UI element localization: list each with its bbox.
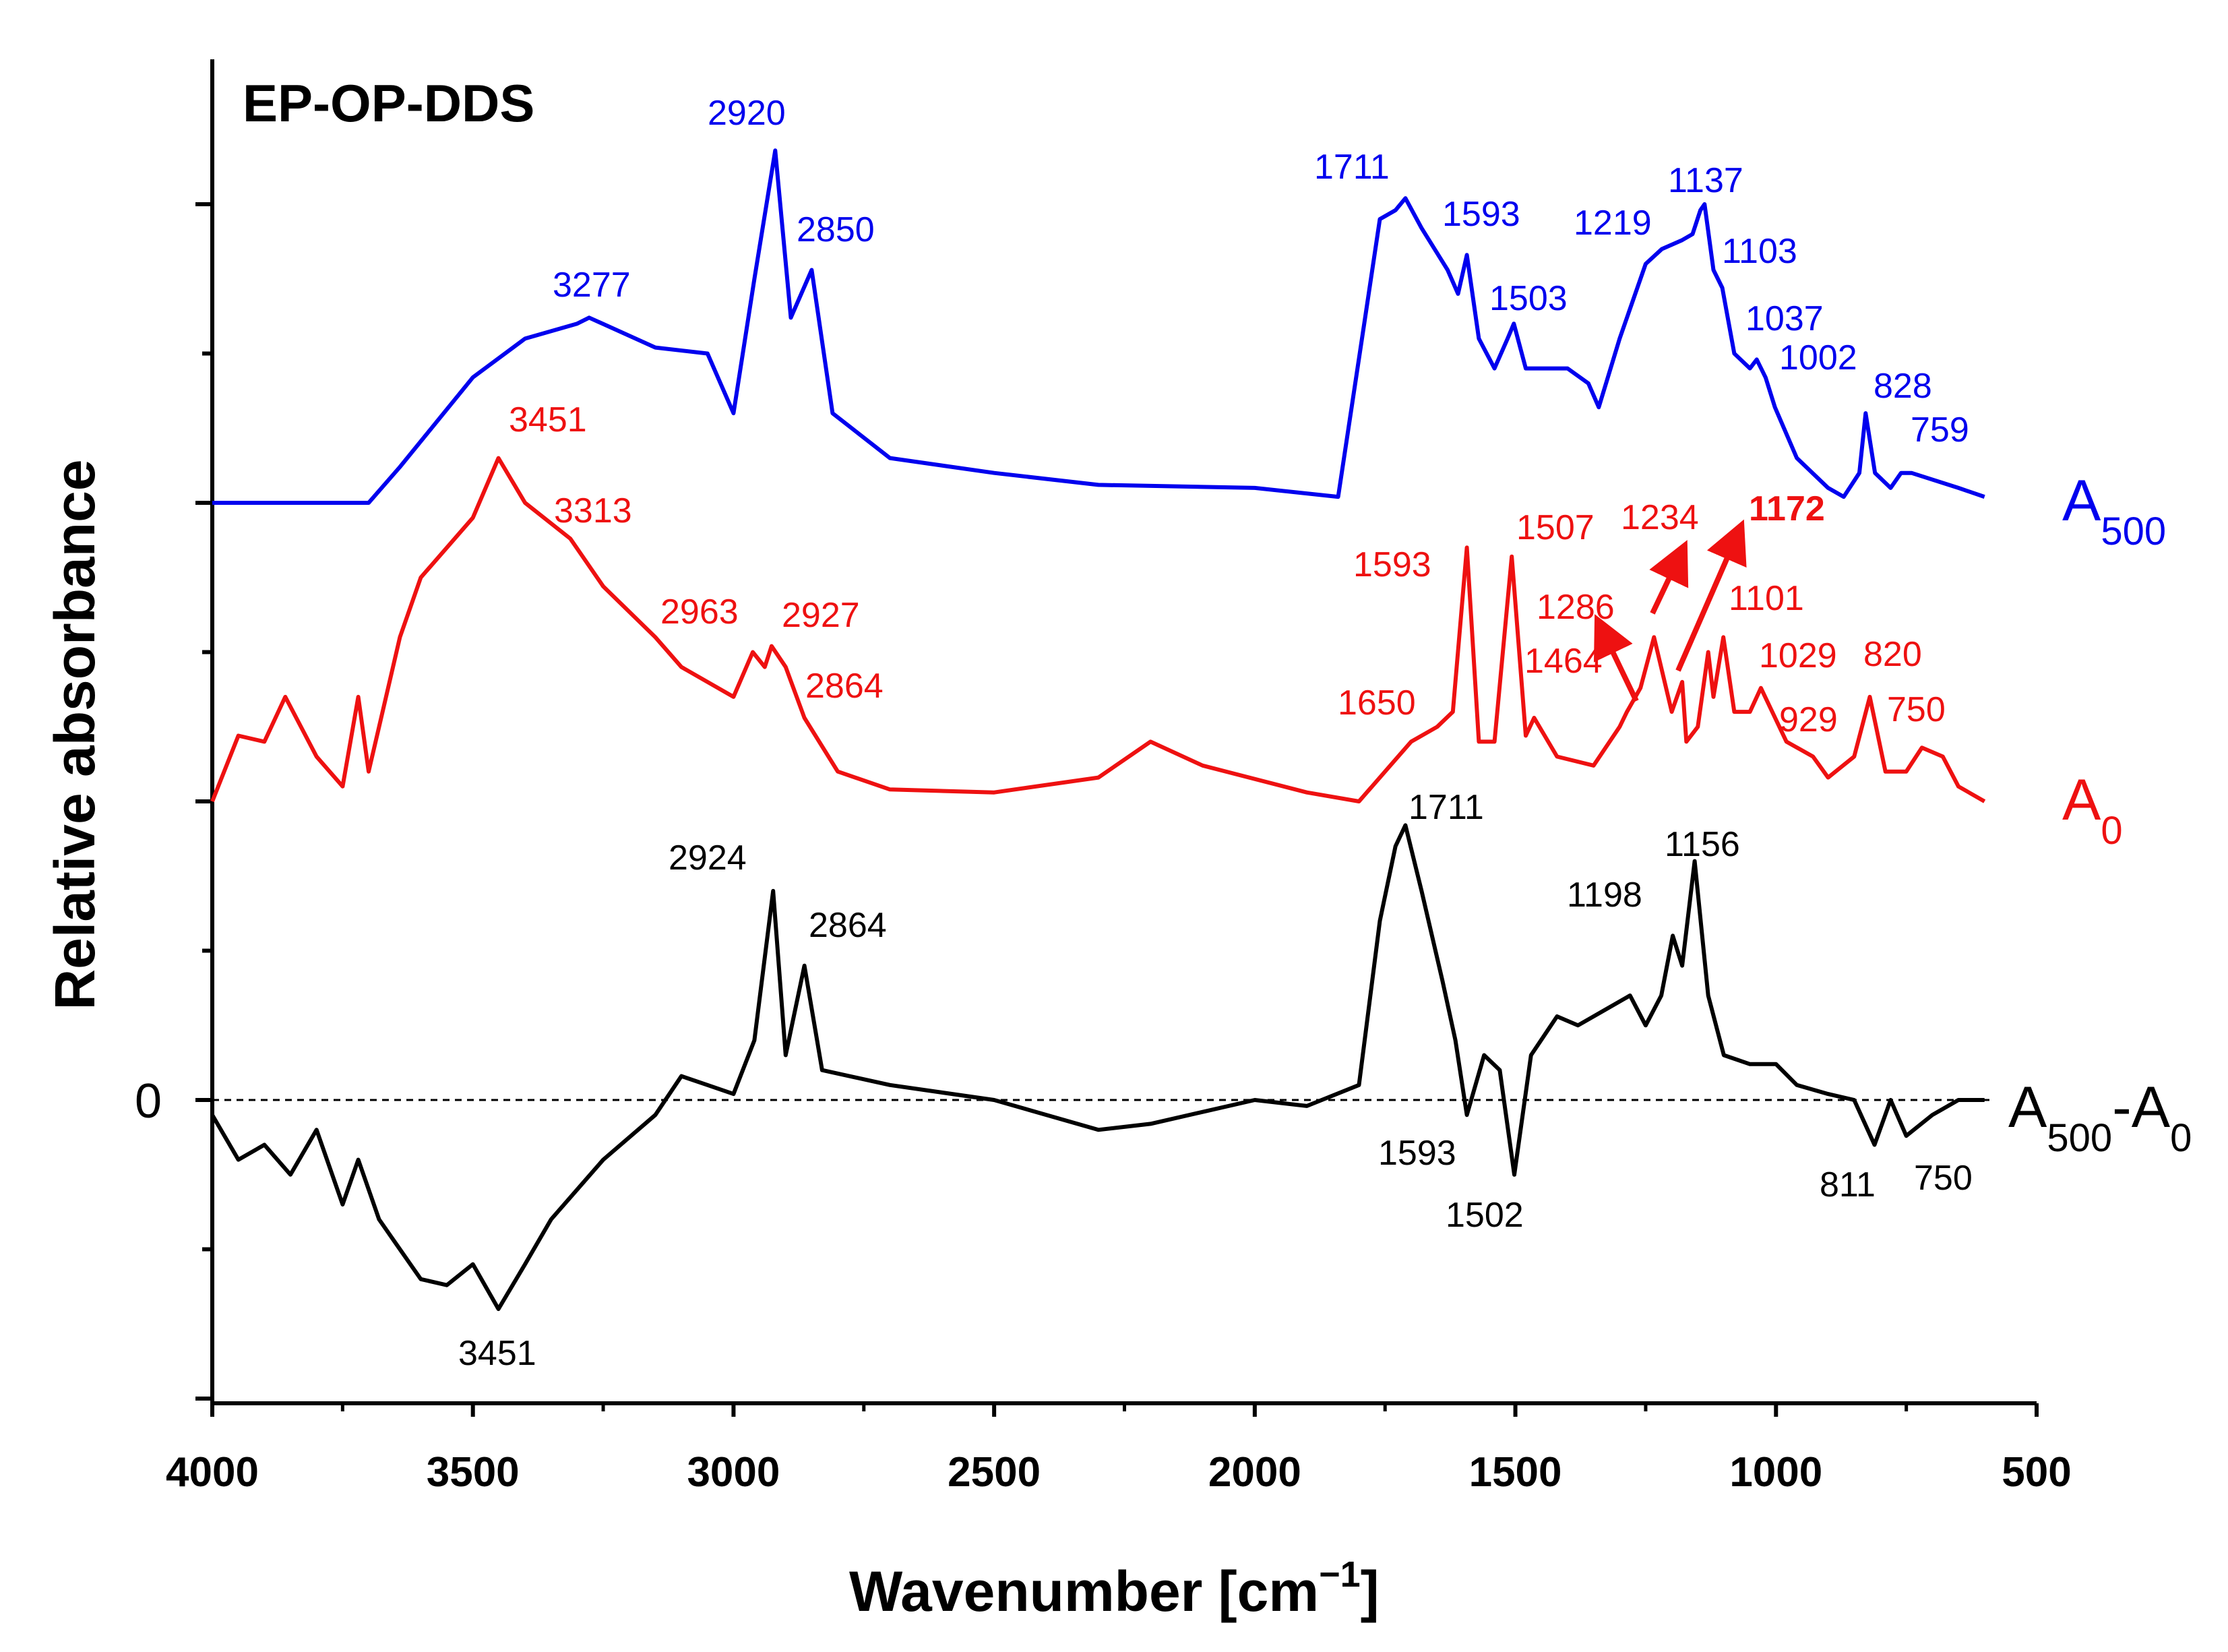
peak-label: 1711 [1314, 148, 1390, 187]
peak-label: 750 [1887, 690, 1946, 729]
peak-label: 2850 [797, 210, 875, 249]
legend-a500-sub: 500 [2101, 510, 2166, 553]
peak-label: 2927 [782, 596, 860, 635]
y-axis-label: Relative absorbance [43, 459, 106, 1010]
zero-label: 0 [135, 1074, 162, 1128]
peak-label: 3451 [458, 1334, 536, 1373]
peak-label: 759 [1911, 410, 1969, 450]
peak-label: 1286 [1537, 588, 1615, 627]
peak-label: 1101 [1729, 579, 1804, 618]
legend-a0: A0 [2062, 768, 2123, 853]
x-axis-label-end: ] [1361, 1560, 1380, 1623]
peak-label: 1037 [1745, 299, 1824, 338]
peak-label: 1219 [1574, 204, 1652, 243]
legend-diff-sub2: 0 [2170, 1116, 2192, 1160]
peak-label: 828 [1874, 367, 1932, 406]
x-tick-label: 2500 [948, 1449, 1041, 1496]
series-line-a500 [212, 148, 1985, 505]
peak-label: 1502 [1446, 1196, 1524, 1235]
peak-label: 811 [1820, 1165, 1876, 1204]
peak-label: 3313 [554, 491, 632, 530]
peak-label: 3451 [509, 400, 587, 439]
peak-label: 820 [1863, 635, 1922, 674]
peak-label: 1593 [1378, 1134, 1456, 1173]
x-tick-label: 1500 [1469, 1449, 1562, 1496]
x-tick-label: 2000 [1208, 1449, 1301, 1496]
x-axis-label: Wavenumber [cm−1] [849, 1554, 1380, 1623]
peak-label: 1593 [1353, 545, 1431, 584]
series-line-difference [210, 823, 1985, 1312]
peak-label: 1650 [1338, 683, 1416, 723]
legend-a500: A500 [2062, 468, 2166, 553]
peak-label: 1503 [1489, 279, 1568, 318]
x-axis-ticks: 4000 3500 3000 2500 2000 1500 1000 500 [166, 1403, 2072, 1496]
peak-label: 2864 [805, 667, 884, 706]
arrow-1234 [1649, 540, 1689, 615]
peak-label: 3277 [553, 266, 631, 305]
y-axis-ticks [195, 202, 212, 1401]
x-tick-label: 500 [2002, 1449, 2071, 1496]
peak-label: 1507 [1516, 508, 1595, 547]
series-line-a0 [210, 456, 1986, 803]
peak-label: 1156 [1665, 825, 1740, 864]
x-tick-label: 3000 [687, 1449, 780, 1496]
peak-label: 1464 [1524, 642, 1603, 681]
peak-label: 2920 [708, 94, 786, 133]
peak-label: 929 [1779, 700, 1838, 739]
legend-a500-main: A [2062, 468, 2101, 533]
peak-label: 1711 [1409, 788, 1484, 827]
peak-label: 1137 [1668, 161, 1743, 200]
peak-label: 1029 [1759, 636, 1837, 675]
x-axis-label-sup: −1 [1319, 1554, 1361, 1595]
peak-label: 1593 [1442, 195, 1520, 234]
annotations-difference: 1711 2924 2864 1198 1156 1593 1502 811 7… [458, 788, 1973, 1373]
chart-title: EP-OP-DDS [243, 73, 534, 133]
legend-diff-mid: -A [2112, 1075, 2171, 1140]
x-axis-label-main: Wavenumber [cm [849, 1560, 1319, 1623]
peak-label: 2924 [669, 838, 747, 878]
x-tick-label: 4000 [166, 1449, 259, 1496]
arrow-1286 [1593, 614, 1639, 702]
peak-label: 750 [1914, 1159, 1973, 1198]
legend-a0-sub: 0 [2101, 809, 2122, 853]
x-tick-label: 1000 [1729, 1449, 1822, 1496]
annotations-a500: 3277 2920 2850 1711 1593 1503 1219 1137 … [553, 94, 1969, 450]
legend-a0-main: A [2062, 768, 2101, 832]
peak-label: 1234 [1621, 498, 1699, 537]
legend-diff-sub: 500 [2047, 1116, 2112, 1160]
arrow-1172 [1675, 519, 1747, 672]
peak-label: 1002 [1779, 338, 1857, 377]
peak-label: 2963 [660, 592, 739, 632]
peak-label: 1103 [1722, 232, 1797, 271]
peak-label: 2864 [809, 906, 887, 945]
x-tick-label: 3500 [427, 1449, 520, 1496]
annotations-a0: 3451 3313 2963 2927 2864 1650 1593 1507 … [509, 400, 1946, 739]
peak-label: 1198 [1567, 876, 1642, 915]
legend-difference: A500-A0 [2008, 1075, 2192, 1160]
legend-diff-main: A [2008, 1075, 2047, 1140]
peak-label: 1172 [1749, 489, 1825, 528]
